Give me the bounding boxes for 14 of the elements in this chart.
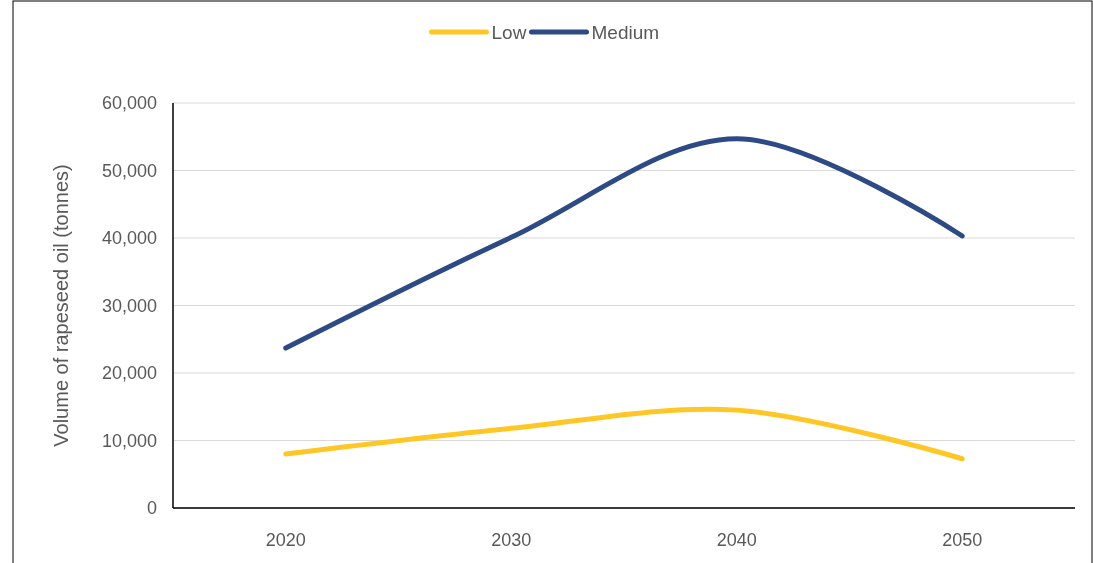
x-tick-label: 2030 (491, 530, 532, 550)
y-tick-label: 20,000 (101, 363, 157, 384)
y-axis-title: Volume of rapeseed oil (tonnes) (50, 164, 72, 447)
x-tick-label: 2050 (942, 530, 983, 550)
legend-label: Medium (591, 21, 660, 43)
x-tick-label: 2020 (265, 530, 306, 550)
x-tick-label: 2040 (716, 530, 757, 550)
y-tick-label: 50,000 (101, 160, 157, 181)
y-tick-label: 0 (146, 498, 157, 519)
legend-label: Low (491, 21, 527, 43)
y-tick-label: 60,000 (101, 93, 157, 114)
y-tick-label: 40,000 (101, 228, 157, 249)
y-tick-label: 10,000 (101, 430, 157, 451)
y-tick-label: 30,000 (101, 295, 157, 316)
